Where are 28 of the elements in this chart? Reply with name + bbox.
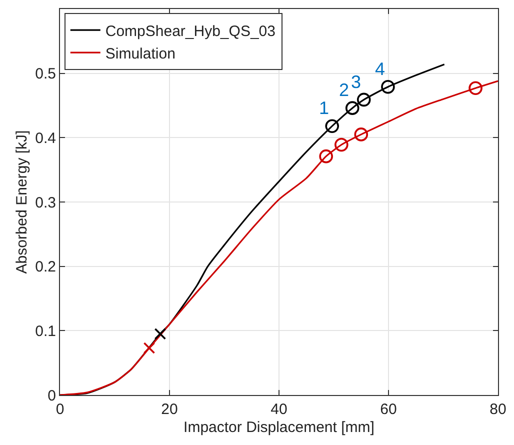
x-tick-label: 40 (270, 401, 288, 418)
point (345, 101, 360, 115)
point (154, 328, 166, 340)
point (334, 138, 348, 152)
x-axis-title: Impactor Displacement [mm] (184, 419, 374, 436)
y-axis-title: Absorbed Energy [kJ] (13, 130, 30, 274)
x-tick-label: 20 (161, 401, 178, 418)
y-tick-label: 0.2 (35, 258, 56, 276)
point (143, 342, 156, 354)
annotation: 3 (351, 72, 362, 92)
legend-label: CompShear_Hyb_QS_03 (105, 22, 276, 40)
point (468, 81, 482, 96)
y-tick-label: 0.5 (35, 66, 56, 83)
point (381, 80, 395, 94)
annotation: 1 (319, 98, 330, 118)
y-tick-label: 0.4 (35, 130, 56, 147)
y-tick-label: 0 (48, 387, 56, 404)
annotation: 2 (339, 80, 350, 100)
y-tick-label: 0.1 (35, 322, 56, 340)
point (319, 149, 333, 164)
y-tick-label: 0.3 (35, 194, 56, 212)
point (325, 119, 340, 133)
point (354, 128, 368, 142)
x-tick-label: 60 (380, 401, 397, 418)
x-tick-label: 80 (490, 401, 506, 418)
point (356, 92, 371, 107)
legend-label: Simulation (105, 45, 176, 62)
annotation: 4 (375, 59, 386, 79)
